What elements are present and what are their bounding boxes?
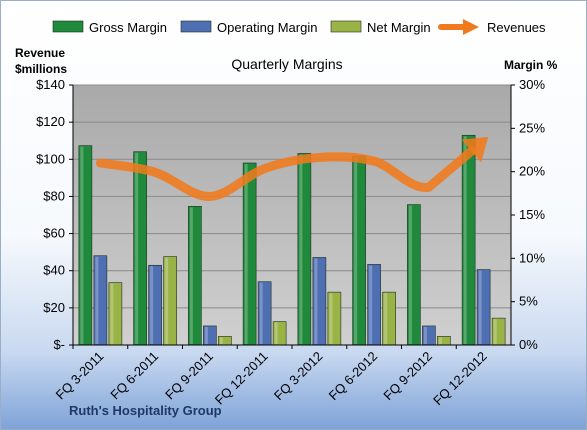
left-axis-title-line2: $millions [15,62,67,76]
right-tick-label: 5% [519,294,538,309]
line-marks [95,136,489,201]
bar-highlight [329,293,333,344]
bar-highlight [165,257,169,344]
left-axis-title-line1: Revenue [15,46,65,60]
bar-highlight [369,265,373,344]
x-tick-label: FQ 6-2011 [107,349,161,403]
bar-highlight [438,337,442,344]
revenues-line [95,146,476,201]
bar-highlight [274,322,278,344]
revenues-arrowhead [461,136,489,163]
right-tick-label: 15% [519,207,545,222]
left-tick-label: $40 [43,263,65,278]
bar-highlight [150,266,154,344]
right-tick-label: 25% [519,120,545,135]
bar-highlight [259,282,263,344]
right-axis-title: Margin % [504,58,558,72]
legend-label: Net Margin [367,20,431,35]
bar-highlight [463,136,467,344]
bar-highlight [80,146,84,344]
bar-highlight [493,319,497,344]
left-tick-label: $140 [36,77,65,92]
bar-highlight [354,157,358,344]
legend-label: Gross Margin [89,20,167,35]
bar-highlight [110,283,114,344]
legend-swatch [180,20,212,33]
left-tick-label: $20 [43,300,65,315]
x-tick-label: FQ 3-2012 [271,349,326,404]
footer-label: Ruth's Hospitality Group [69,403,222,418]
right-tick-label: 10% [519,250,545,265]
legend-swatch [52,20,84,33]
x-tick-label: FQ 12-2011 [212,349,271,408]
legend-swatch [330,20,362,33]
bar-highlight [95,256,99,344]
legend: Gross Margin Operating Margin Net Margin Re… [52,19,546,35]
legend-label: Operating Margin [217,20,317,35]
bar-highlight [478,270,482,344]
bar-marks [78,134,506,346]
x-tick-label: FQ 12-2012 [430,349,490,409]
bar-highlight [299,154,303,344]
left-tick-label: $- [53,337,65,352]
x-tick-label: FQ 9-2011 [162,349,216,403]
right-tick-label: 20% [519,164,545,179]
bar-highlight [219,337,223,344]
right-tick-label: 0% [519,337,538,352]
bar-highlight [204,326,208,344]
bar-highlight [189,207,193,344]
legend-swatch-arrow [463,19,479,35]
bar-highlight [384,293,388,344]
x-tick-label: FQ 9-2012 [380,349,435,404]
bar-highlight [314,258,318,344]
x-tick-label: FQ 3-2011 [53,349,107,403]
left-tick-label: $80 [43,188,65,203]
x-tick-label: FQ 6-2012 [326,349,381,404]
bar-highlight [244,164,248,344]
left-tick-label: $60 [43,226,65,241]
left-tick-label: $100 [36,151,65,166]
bar-highlight [423,326,427,344]
bar-highlight [408,205,412,344]
chart-title: Quarterly Margins [231,56,342,72]
right-tick-label: 30% [519,77,545,92]
legend-label: Revenues [487,20,546,35]
bar-highlight [135,152,139,344]
left-tick-label: $120 [36,114,65,129]
